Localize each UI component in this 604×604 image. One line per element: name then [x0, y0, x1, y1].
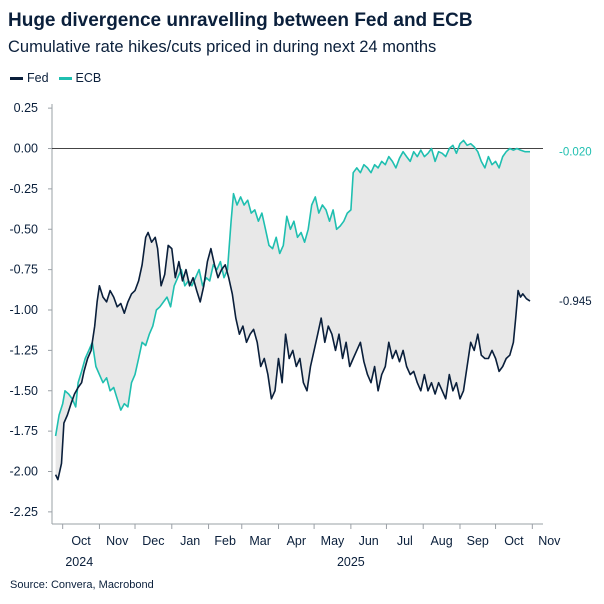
x-tick-label: Feb — [214, 534, 236, 548]
spread-band — [55, 140, 530, 480]
end-label-fed: -0.945 — [559, 296, 592, 308]
y-tick-label: -2.00 — [10, 465, 39, 479]
x-tick-label: Nov — [106, 534, 129, 548]
x-tick-label: Dec — [142, 534, 164, 548]
x-tick-label: Jun — [359, 534, 379, 548]
series-line-ecb — [54, 139, 530, 437]
y-tick-label: -1.75 — [10, 424, 39, 438]
end-label-ecb: -0.020 — [559, 147, 592, 159]
y-tick-label: -2.25 — [10, 505, 39, 519]
chart-subtitle: Cumulative rate hikes/cuts priced in dur… — [8, 38, 437, 56]
y-tick-label: -1.50 — [10, 384, 39, 398]
x-tick-label: Nov — [538, 534, 561, 548]
x-year-label: 2024 — [65, 555, 93, 569]
legend-swatch-fed — [10, 76, 23, 80]
x-tick-label: Jul — [397, 534, 413, 548]
x-tick-label: Oct — [71, 534, 91, 548]
y-tick-label: -0.25 — [10, 182, 39, 196]
legend-label-ecb: ECB — [75, 71, 102, 85]
y-tick-label: -1.25 — [10, 343, 39, 357]
x-tick-label: May — [321, 534, 345, 548]
source-note: Source: Convera, Macrobond — [10, 579, 154, 591]
x-tick-label: Jan — [180, 534, 200, 548]
y-tick-label: -0.50 — [10, 222, 39, 236]
series-line-fed — [54, 231, 531, 481]
x-year-label: 2025 — [337, 555, 365, 569]
legend-label-fed: Fed — [27, 71, 49, 85]
y-tick-label: 0.00 — [14, 142, 38, 156]
x-tick-label: Mar — [249, 534, 271, 548]
chart-legend: Fed ECB — [10, 71, 101, 85]
y-tick-label: -0.75 — [10, 263, 39, 277]
y-tick-label: -1.00 — [10, 303, 39, 317]
legend-item-ecb: ECB — [58, 71, 102, 85]
x-tick-label: Sep — [467, 534, 489, 548]
y-tick-label: 0.25 — [14, 101, 38, 115]
x-tick-label: Aug — [430, 534, 452, 548]
legend-swatch-ecb — [58, 76, 72, 80]
chart-title: Huge divergence unravelling between Fed … — [8, 10, 473, 31]
x-tick-label: Oct — [504, 534, 524, 548]
legend-item-fed: Fed — [10, 71, 49, 85]
x-tick-label: Apr — [287, 534, 306, 548]
